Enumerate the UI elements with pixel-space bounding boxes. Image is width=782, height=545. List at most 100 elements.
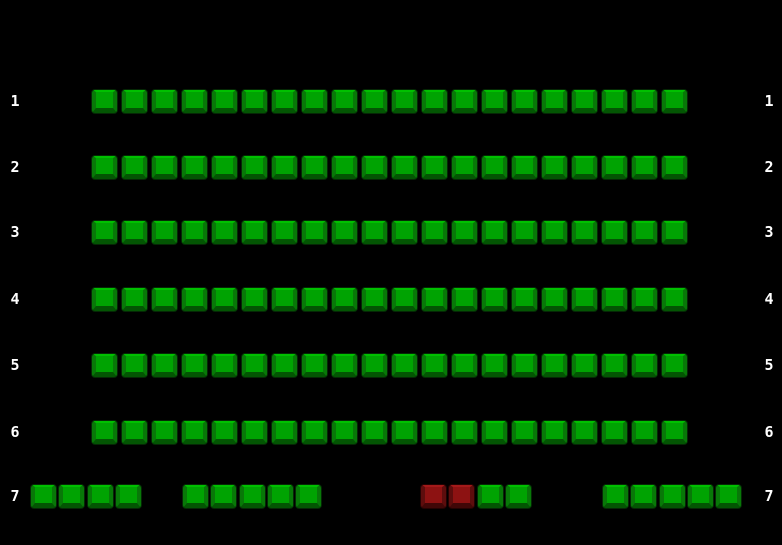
seat-available[interactable] <box>212 421 237 444</box>
seat-available[interactable] <box>182 221 207 244</box>
seat-available[interactable] <box>332 221 357 244</box>
seat-available[interactable] <box>512 421 537 444</box>
seat-available[interactable] <box>392 421 417 444</box>
seat-available[interactable] <box>392 288 417 311</box>
seat-available[interactable] <box>182 288 207 311</box>
seat-available[interactable] <box>362 288 387 311</box>
seat-available[interactable] <box>362 421 387 444</box>
seat-available[interactable] <box>296 485 321 508</box>
seat-available[interactable] <box>362 90 387 113</box>
seat-available[interactable] <box>482 421 507 444</box>
seat-available[interactable] <box>422 288 447 311</box>
seat-available[interactable] <box>31 485 56 508</box>
seat-available[interactable] <box>122 288 147 311</box>
seat-available[interactable] <box>452 421 477 444</box>
seat-available[interactable] <box>272 288 297 311</box>
seat-available[interactable] <box>92 156 117 179</box>
seat-available[interactable] <box>542 288 567 311</box>
seat-available[interactable] <box>716 485 741 508</box>
seat-available[interactable] <box>572 221 597 244</box>
seat-available[interactable] <box>542 90 567 113</box>
seat-available[interactable] <box>512 221 537 244</box>
seat-available[interactable] <box>422 221 447 244</box>
seat-available[interactable] <box>632 288 657 311</box>
seat-available[interactable] <box>542 421 567 444</box>
seat-available[interactable] <box>602 221 627 244</box>
seat-available[interactable] <box>392 156 417 179</box>
seat-available[interactable] <box>422 421 447 444</box>
seat-available[interactable] <box>152 156 177 179</box>
seat-available[interactable] <box>272 221 297 244</box>
seat-available[interactable] <box>212 288 237 311</box>
seat-available[interactable] <box>152 354 177 377</box>
seat-available[interactable] <box>211 485 236 508</box>
seat-available[interactable] <box>362 156 387 179</box>
seat-available[interactable] <box>302 221 327 244</box>
seat-available[interactable] <box>272 90 297 113</box>
seat-available[interactable] <box>240 485 265 508</box>
seat-available[interactable] <box>506 485 531 508</box>
seat-available[interactable] <box>482 90 507 113</box>
seat-available[interactable] <box>88 485 113 508</box>
seat-available[interactable] <box>602 90 627 113</box>
seat-available[interactable] <box>59 485 84 508</box>
seat-available[interactable] <box>122 354 147 377</box>
seat-available[interactable] <box>152 288 177 311</box>
seat-available[interactable] <box>332 288 357 311</box>
seat-available[interactable] <box>92 421 117 444</box>
seat-available[interactable] <box>632 221 657 244</box>
seat-available[interactable] <box>572 421 597 444</box>
seat-available[interactable] <box>302 354 327 377</box>
seat-available[interactable] <box>452 288 477 311</box>
seat-available[interactable] <box>572 354 597 377</box>
seat-available[interactable] <box>572 156 597 179</box>
seat-available[interactable] <box>482 221 507 244</box>
seat-available[interactable] <box>302 288 327 311</box>
seat-available[interactable] <box>92 354 117 377</box>
seat-available[interactable] <box>152 90 177 113</box>
seat-available[interactable] <box>632 156 657 179</box>
seat-available[interactable] <box>631 485 656 508</box>
seat-available[interactable] <box>512 354 537 377</box>
seat-available[interactable] <box>242 221 267 244</box>
seat-available[interactable] <box>182 421 207 444</box>
seat-available[interactable] <box>632 354 657 377</box>
seat-available[interactable] <box>603 485 628 508</box>
seat-available[interactable] <box>512 90 537 113</box>
seat-available[interactable] <box>482 288 507 311</box>
seat-available[interactable] <box>183 485 208 508</box>
seat-available[interactable] <box>452 90 477 113</box>
seat-available[interactable] <box>182 90 207 113</box>
seat-available[interactable] <box>542 354 567 377</box>
seat-available[interactable] <box>92 221 117 244</box>
seat-available[interactable] <box>122 421 147 444</box>
seat-available[interactable] <box>122 221 147 244</box>
seat-available[interactable] <box>212 90 237 113</box>
seat-available[interactable] <box>242 90 267 113</box>
seat-available[interactable] <box>602 288 627 311</box>
seat-available[interactable] <box>92 90 117 113</box>
seat-available[interactable] <box>302 421 327 444</box>
seat-available[interactable] <box>662 221 687 244</box>
seat-available[interactable] <box>662 90 687 113</box>
seat-available[interactable] <box>392 354 417 377</box>
seat-available[interactable] <box>422 90 447 113</box>
seat-available[interactable] <box>362 221 387 244</box>
seat-available[interactable] <box>122 156 147 179</box>
seat-available[interactable] <box>116 485 141 508</box>
seat-available[interactable] <box>152 221 177 244</box>
seat-available[interactable] <box>660 485 685 508</box>
seat-available[interactable] <box>422 156 447 179</box>
seat-available[interactable] <box>542 221 567 244</box>
seat-available[interactable] <box>392 90 417 113</box>
seat-available[interactable] <box>362 354 387 377</box>
seat-available[interactable] <box>332 156 357 179</box>
seat-available[interactable] <box>242 354 267 377</box>
seat-available[interactable] <box>688 485 713 508</box>
seat-available[interactable] <box>632 421 657 444</box>
seat-available[interactable] <box>302 90 327 113</box>
seat-available[interactable] <box>452 156 477 179</box>
seat-available[interactable] <box>542 156 567 179</box>
seat-available[interactable] <box>182 156 207 179</box>
seat-available[interactable] <box>602 421 627 444</box>
